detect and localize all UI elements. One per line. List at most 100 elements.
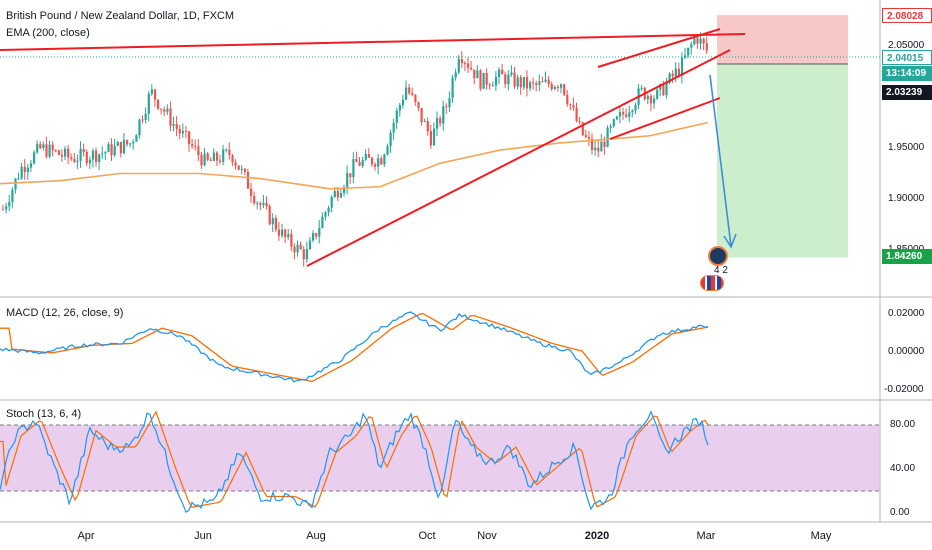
stoch-k-line	[0, 410, 709, 514]
time-axis-label: Apr	[77, 530, 95, 542]
candle-body	[51, 144, 54, 151]
candle-body	[482, 72, 485, 89]
candle-body	[265, 202, 268, 207]
candle-body	[246, 171, 250, 189]
candle-body	[175, 124, 178, 129]
candle-body	[693, 38, 696, 45]
badge-count: 4 2	[714, 265, 728, 276]
candle-body	[5, 206, 8, 210]
candle-body	[209, 159, 212, 161]
candle-body	[603, 141, 606, 147]
candle-body	[535, 83, 538, 85]
candle-body	[336, 191, 339, 198]
candle-body	[649, 95, 653, 104]
candle-body	[578, 121, 581, 123]
candle-body	[606, 127, 609, 147]
candle-body	[157, 99, 160, 109]
candle-body	[684, 55, 687, 58]
candle-body	[522, 77, 525, 88]
symbol-title: British Pound / New Zealand Dollar, 1D, …	[6, 10, 235, 22]
candle-body	[178, 128, 181, 134]
candle-body	[476, 70, 479, 79]
candle-body	[414, 94, 417, 103]
macd-line	[0, 311, 709, 383]
candle-body	[513, 72, 516, 87]
time-axis-label: Oct	[418, 530, 436, 542]
candle-body	[426, 121, 429, 132]
candle-body	[113, 145, 116, 156]
candle-body	[479, 70, 482, 89]
candle-body	[600, 141, 603, 152]
candle-body	[29, 163, 33, 168]
candle-body	[612, 119, 615, 127]
candle-body	[556, 86, 560, 88]
event-badge-icon[interactable]	[708, 246, 728, 266]
candle-body	[26, 167, 29, 172]
candle-body	[36, 144, 39, 153]
candle-body	[206, 153, 209, 160]
macd-axis-label: -0.02000	[884, 384, 924, 395]
stoch-axis-label: 80.00	[890, 419, 916, 430]
candle-body	[699, 38, 702, 44]
flag-badge-icon[interactable]	[700, 275, 724, 291]
candle-body	[597, 147, 600, 152]
candle-body	[439, 117, 442, 124]
candle-body	[553, 86, 556, 90]
candle-body	[116, 142, 119, 146]
wedge-lower-line	[609, 97, 721, 140]
candle-body	[460, 59, 463, 64]
candle-body	[191, 144, 194, 146]
candle-body	[680, 57, 684, 76]
candle-body	[525, 77, 529, 89]
trendline-resistance	[0, 33, 746, 51]
candle-body	[259, 203, 262, 205]
candle-body	[262, 202, 265, 205]
stop-loss-zone	[717, 15, 848, 65]
candle-body	[253, 195, 256, 204]
candle-body	[367, 153, 370, 158]
candle-body	[662, 84, 665, 96]
price-axis-label: 2.05000	[888, 40, 925, 51]
candle-body	[163, 109, 166, 112]
candle-body	[491, 85, 494, 87]
candle-body	[17, 178, 20, 180]
candle-body	[339, 192, 343, 198]
candle-body	[529, 82, 532, 89]
candle-body	[95, 150, 98, 162]
candle-body	[228, 149, 231, 156]
candle-body	[665, 82, 668, 96]
candle-body	[544, 79, 547, 82]
candle-body	[321, 216, 324, 228]
candle-body	[132, 141, 135, 144]
candle-body	[423, 121, 426, 123]
candle-body	[166, 108, 169, 112]
candle-body	[696, 38, 699, 44]
candle-body	[448, 97, 451, 108]
candle-body	[70, 157, 73, 159]
take-profit-zone	[717, 64, 848, 258]
price-axis-label: 1.90000	[888, 193, 925, 204]
time-axis-label: 2020	[584, 530, 610, 542]
candle-body	[91, 150, 95, 160]
candle-body	[488, 84, 491, 86]
candle-body	[85, 152, 88, 164]
candle-body	[60, 154, 64, 157]
candle-body	[411, 93, 414, 95]
candle-body	[451, 77, 454, 98]
candle-body	[315, 233, 318, 237]
candle-body	[281, 229, 284, 236]
candle-body	[575, 107, 578, 122]
candle-body	[188, 131, 191, 145]
candle-body	[119, 142, 122, 154]
candle-body	[101, 153, 104, 155]
candle-body	[67, 148, 70, 158]
candle-body	[615, 116, 618, 120]
candle-body	[277, 229, 281, 236]
candle-body	[634, 104, 637, 111]
candle-body	[705, 43, 708, 51]
time-axis-label: Mar	[696, 530, 716, 542]
time-axis-label: Aug	[306, 530, 326, 542]
candle-body	[225, 149, 228, 151]
